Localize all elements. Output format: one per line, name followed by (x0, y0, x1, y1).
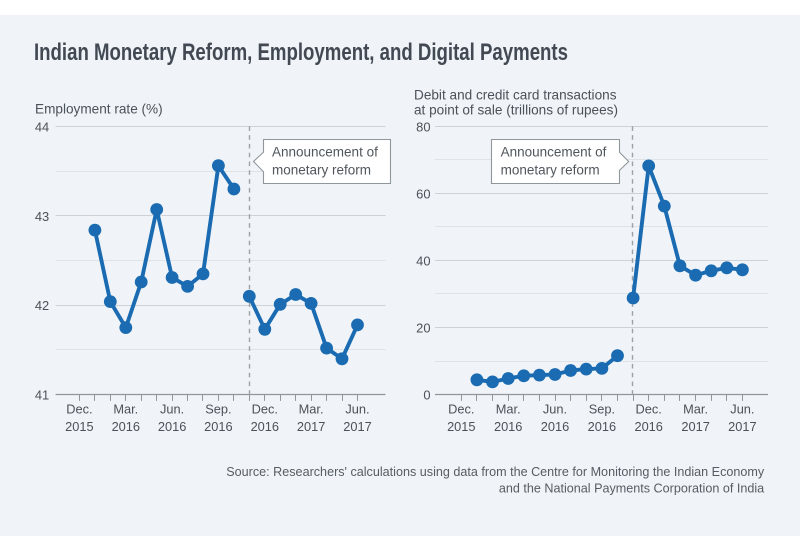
svg-text:2016: 2016 (251, 419, 279, 434)
svg-text:2016: 2016 (204, 419, 232, 434)
svg-text:80: 80 (416, 119, 430, 134)
svg-text:42: 42 (35, 298, 49, 313)
svg-text:2016: 2016 (494, 419, 522, 434)
svg-text:2017: 2017 (297, 419, 325, 434)
svg-text:2017: 2017 (681, 419, 709, 434)
svg-text:2017: 2017 (343, 419, 371, 434)
svg-text:Mar.: Mar. (683, 402, 708, 417)
svg-text:2016: 2016 (588, 419, 616, 434)
svg-text:2016: 2016 (112, 419, 140, 434)
svg-text:2016: 2016 (541, 419, 569, 434)
svg-text:2017: 2017 (728, 419, 756, 434)
svg-text:Dec.: Dec. (448, 402, 474, 417)
svg-text:Mar.: Mar. (496, 402, 521, 417)
svg-text:Debit and credit card transact: Debit and credit card transactions (414, 88, 617, 103)
svg-text:Jun.: Jun. (345, 402, 369, 417)
svg-text:Source: Researchers' calculati: Source: Researchers' calculations using … (226, 465, 765, 479)
svg-text:Employment rate (%): Employment rate (%) (35, 102, 163, 117)
svg-text:2015: 2015 (65, 419, 93, 434)
svg-text:60: 60 (416, 186, 430, 201)
svg-text:Jun.: Jun. (730, 402, 754, 417)
svg-text:2016: 2016 (158, 419, 186, 434)
svg-text:40: 40 (416, 253, 430, 268)
svg-text:2016: 2016 (634, 419, 662, 434)
svg-text:44: 44 (35, 119, 49, 134)
svg-text:Announcement of: Announcement of (501, 145, 607, 160)
svg-text:Dec.: Dec. (252, 402, 278, 417)
svg-text:Announcement of: Announcement of (272, 145, 378, 160)
svg-text:Sep.: Sep. (205, 402, 231, 417)
svg-text:Sep.: Sep. (589, 402, 615, 417)
svg-text:Mar.: Mar. (299, 402, 324, 417)
svg-text:Dec.: Dec. (66, 402, 92, 417)
svg-text:Dec.: Dec. (636, 402, 662, 417)
svg-text:Jun.: Jun. (160, 402, 184, 417)
svg-text:41: 41 (35, 388, 49, 403)
svg-text:43: 43 (35, 209, 49, 224)
svg-text:Mar.: Mar. (113, 402, 138, 417)
svg-text:at point of sale (trillions of: at point of sale (trillions of rupees) (414, 103, 618, 118)
svg-text:Jun.: Jun. (543, 402, 567, 417)
svg-text:and the National Payments Corp: and the National Payments Corporation of… (499, 482, 764, 496)
svg-text:monetary reform: monetary reform (501, 163, 600, 178)
svg-text:0: 0 (423, 388, 430, 403)
svg-text:monetary reform: monetary reform (272, 163, 371, 178)
svg-text:2015: 2015 (447, 419, 475, 434)
svg-text:20: 20 (416, 321, 430, 336)
